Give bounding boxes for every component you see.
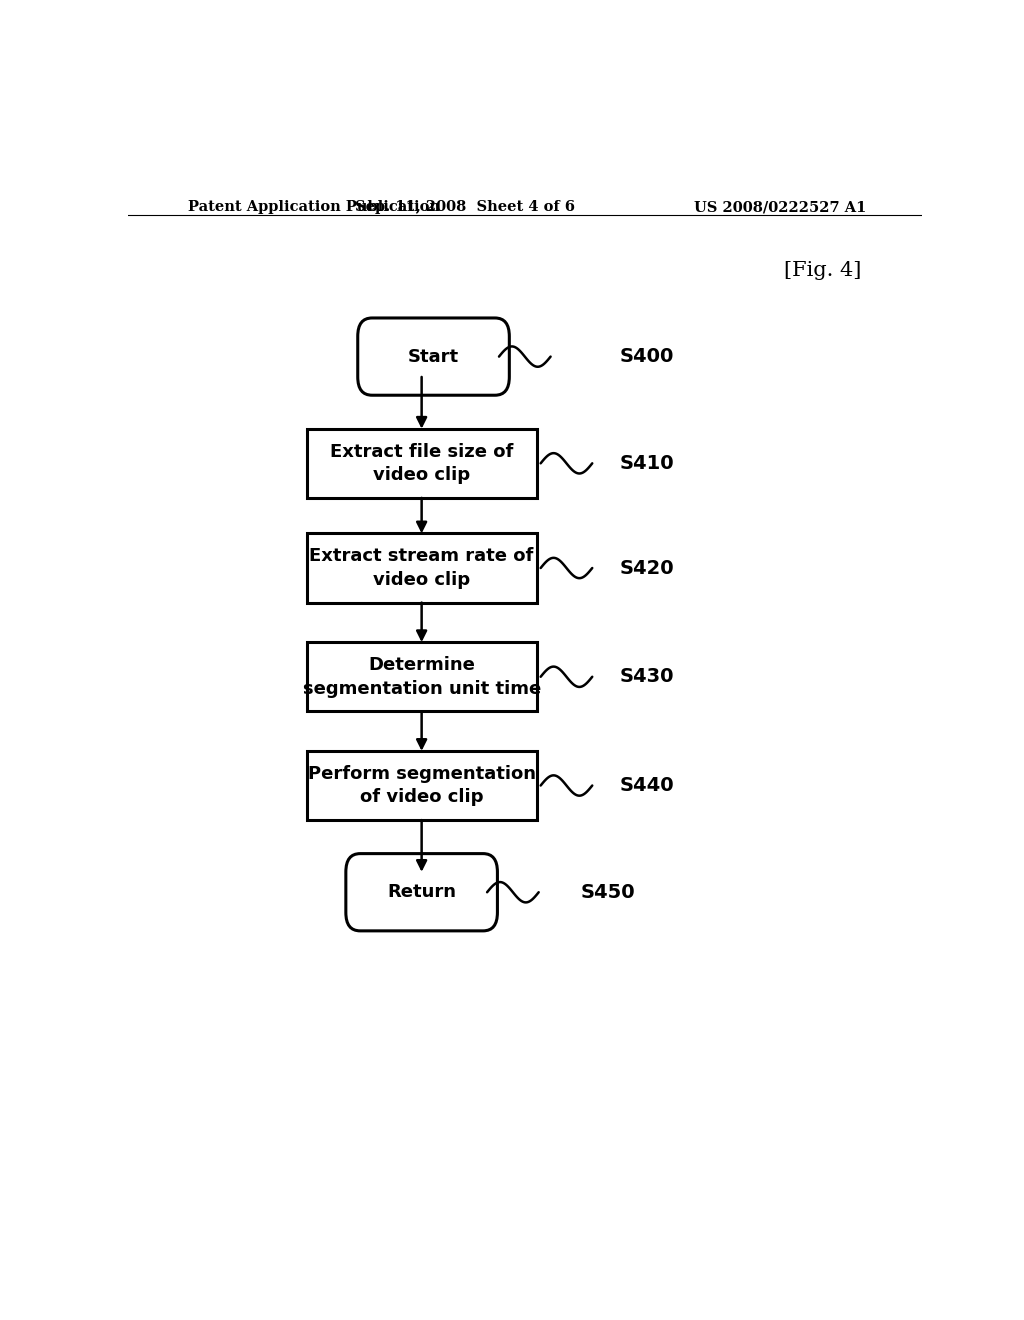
Text: S440: S440 bbox=[620, 776, 675, 795]
Text: S420: S420 bbox=[620, 558, 675, 578]
Text: Sep. 11, 2008  Sheet 4 of 6: Sep. 11, 2008 Sheet 4 of 6 bbox=[355, 201, 575, 214]
Text: Extract file size of
video clip: Extract file size of video clip bbox=[330, 442, 513, 484]
FancyBboxPatch shape bbox=[306, 429, 537, 498]
Text: S410: S410 bbox=[620, 454, 675, 473]
Text: [Fig. 4]: [Fig. 4] bbox=[783, 261, 861, 280]
FancyBboxPatch shape bbox=[357, 318, 509, 395]
Text: Determine
segmentation unit time: Determine segmentation unit time bbox=[302, 656, 541, 697]
FancyBboxPatch shape bbox=[306, 533, 537, 602]
Text: S400: S400 bbox=[620, 347, 675, 366]
Text: S450: S450 bbox=[581, 883, 635, 902]
Text: Perform segmentation
of video clip: Perform segmentation of video clip bbox=[307, 764, 536, 807]
Text: S430: S430 bbox=[620, 668, 675, 686]
Text: Return: Return bbox=[387, 883, 456, 902]
Text: Patent Application Publication: Patent Application Publication bbox=[187, 201, 439, 214]
Text: Start: Start bbox=[408, 347, 459, 366]
FancyBboxPatch shape bbox=[306, 751, 537, 820]
Text: Extract stream rate of
video clip: Extract stream rate of video clip bbox=[309, 548, 534, 589]
FancyBboxPatch shape bbox=[306, 643, 537, 711]
Text: US 2008/0222527 A1: US 2008/0222527 A1 bbox=[693, 201, 866, 214]
FancyBboxPatch shape bbox=[346, 854, 498, 931]
